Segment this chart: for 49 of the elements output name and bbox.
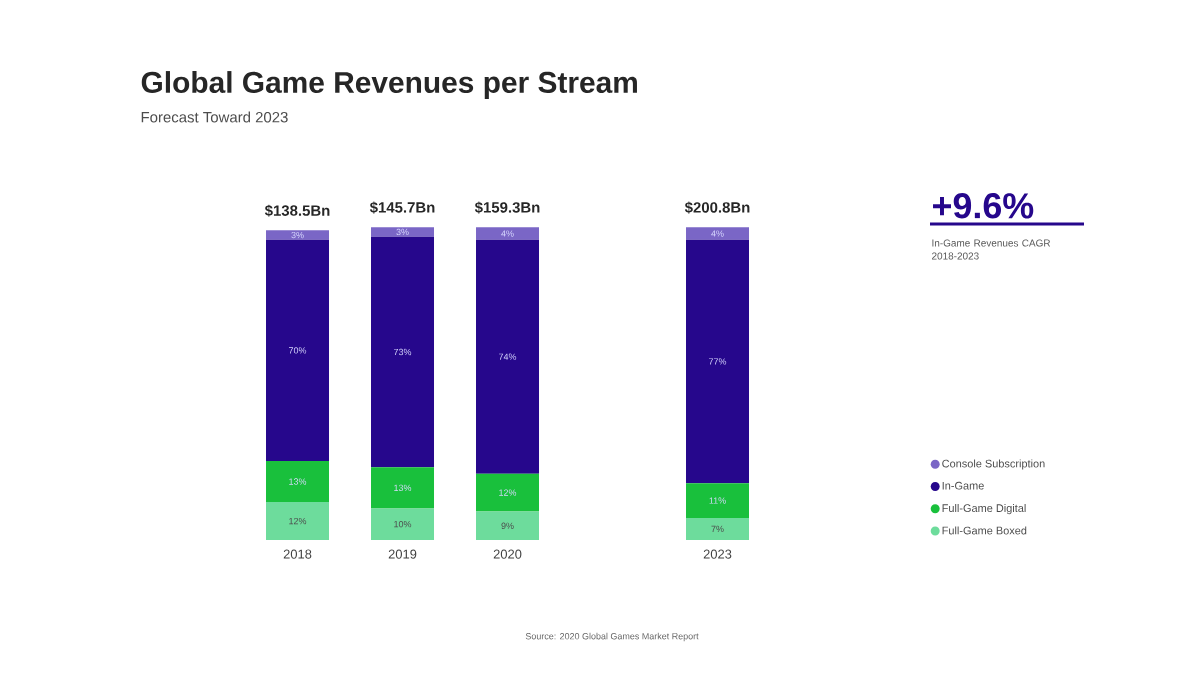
chart-title: Global Game Revenues per Stream xyxy=(141,71,637,99)
annotation: $200.8Bn xyxy=(684,201,750,214)
data-label: 73% xyxy=(393,348,412,356)
data-label: 13% xyxy=(289,478,307,485)
x-tick-label: 2019 xyxy=(388,549,417,559)
data-label: 11% xyxy=(709,497,726,504)
data-label: 13% xyxy=(394,484,412,492)
source-note: Source: 2020 Global Games Market Report xyxy=(525,632,699,642)
bar xyxy=(266,461,330,503)
data-label: 12% xyxy=(289,517,307,525)
data-label: 70% xyxy=(288,347,307,354)
bar xyxy=(266,230,330,240)
bar xyxy=(371,508,435,540)
data-label: 4% xyxy=(711,230,724,237)
data-label: 12% xyxy=(499,489,517,496)
chart-subtitle: Forecast Toward 2023 xyxy=(141,111,288,123)
data-label: 10% xyxy=(394,521,412,528)
bar xyxy=(686,517,750,540)
legend-label: Full-Game Digital xyxy=(942,503,1026,515)
data-label: 74% xyxy=(498,353,517,360)
annotation: $138.5Bn xyxy=(264,204,330,217)
bar xyxy=(686,483,750,518)
x-tick-label: 2023 xyxy=(703,549,732,559)
annotation: $145.7Bn xyxy=(369,201,435,214)
text: +9.6% xyxy=(933,193,1034,219)
data-label: 3% xyxy=(396,228,409,236)
bar xyxy=(476,239,540,474)
bar xyxy=(476,511,540,540)
x-tick-label: 2020 xyxy=(493,549,522,559)
bar xyxy=(371,467,435,509)
data-label: 9% xyxy=(501,522,514,529)
bar xyxy=(266,502,330,540)
data-label: 4% xyxy=(501,230,514,237)
bar xyxy=(266,239,330,462)
bar xyxy=(686,239,750,484)
legend-label: Console Subscription xyxy=(942,459,1045,470)
bar xyxy=(686,227,750,240)
legend-label: Full-Game Boxed xyxy=(942,526,1027,535)
bar xyxy=(476,227,540,240)
bar xyxy=(371,236,435,468)
x-tick-label: 2018 xyxy=(283,549,312,559)
legend-label: In-Game xyxy=(942,481,984,490)
data-label: 7% xyxy=(711,525,724,533)
data-label: 77% xyxy=(708,358,727,365)
bar xyxy=(476,473,540,512)
data-label: 3% xyxy=(291,231,304,239)
bar xyxy=(371,227,435,237)
text: In-Game Revenues CAGR 2018-2023 xyxy=(932,239,1051,260)
annotation: $159.3Bn xyxy=(474,201,540,214)
